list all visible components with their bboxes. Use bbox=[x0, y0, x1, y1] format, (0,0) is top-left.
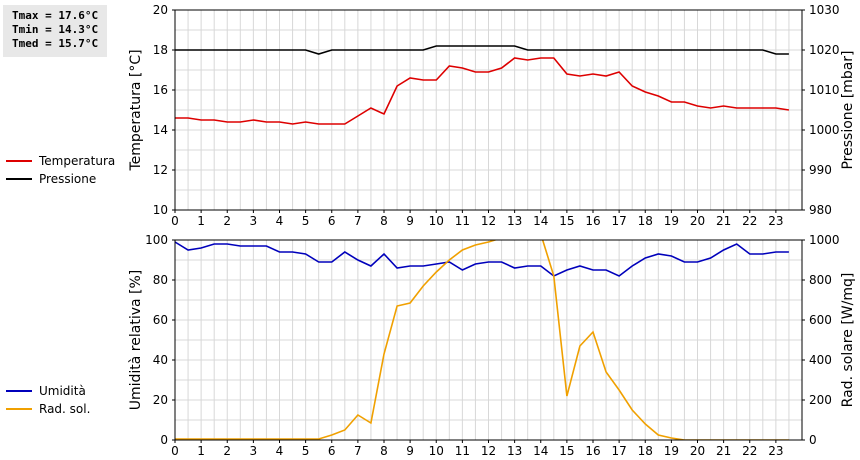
top-x-tick-label: 21 bbox=[716, 214, 731, 228]
stats-box: Tmax = 17.6°C Tmin = 14.3°C Tmed = 15.7°… bbox=[3, 5, 107, 57]
bottom-x-tick-label: 23 bbox=[768, 444, 783, 458]
top-x-tick-label: 4 bbox=[276, 214, 284, 228]
top-x-tick-label: 3 bbox=[250, 214, 258, 228]
top-x-tick-label: 19 bbox=[664, 214, 679, 228]
plot-humidity-radiation: 0 1 2 3 4 5 6 7 8 9 10 11 12 13 14 15 16 17 18 19 20 21 22 2302… bbox=[128, 233, 856, 458]
bottom-x-tick-label: 2 bbox=[223, 444, 231, 458]
top-series-pressione-line bbox=[175, 45, 789, 55]
bottom-x-tick-label: 15 bbox=[559, 444, 574, 458]
bottom-y-left-tick-label: 80 bbox=[153, 273, 168, 287]
bottom-x-tick-label: 1 bbox=[197, 444, 205, 458]
bottom-x-tick-label: 21 bbox=[716, 444, 731, 458]
top-y-left-tick-label: 16 bbox=[153, 83, 168, 97]
bottom-y-right-tick-label: 600 bbox=[809, 313, 832, 327]
top-x-tick-label: 20 bbox=[690, 214, 705, 228]
top-y-right-tick-label: 990 bbox=[809, 163, 832, 177]
bottom-x-tick-label: 4 bbox=[276, 444, 284, 458]
top-y-right-tick-label: 1000 bbox=[809, 123, 840, 137]
top-x-tick-label: 22 bbox=[742, 214, 757, 228]
legend-label-pressione: Pressione bbox=[39, 172, 96, 186]
tmed-text: Tmed = 15.7°C bbox=[12, 37, 99, 50]
bottom-x-tick-label: 19 bbox=[664, 444, 679, 458]
bottom-y-left-tick-label: 20 bbox=[153, 393, 168, 407]
bottom-x-tick-label: 22 bbox=[742, 444, 757, 458]
legend-bottom: Umidità Rad. sol. bbox=[6, 384, 90, 416]
bottom-x-tick-label: 6 bbox=[328, 444, 336, 458]
bottom-x-tick-label: 10 bbox=[429, 444, 444, 458]
bottom-x-tick-label: 17 bbox=[611, 444, 626, 458]
top-x-tick-label: 2 bbox=[223, 214, 231, 228]
top-x-tick-label: 23 bbox=[768, 214, 783, 228]
bottom-series-rad-sol-line bbox=[175, 240, 789, 440]
bottom-x-tick-label: 9 bbox=[406, 444, 414, 458]
bottom-x-tick-label: 16 bbox=[585, 444, 600, 458]
top-x-tick-label: 5 bbox=[302, 214, 310, 228]
bottom-series-umidit-line bbox=[175, 241, 789, 277]
top-y-right-title: Pressione [mbar] bbox=[840, 50, 856, 169]
top-y-right-tick-label: 1010 bbox=[809, 83, 840, 97]
top-x-tick-label: 14 bbox=[533, 214, 548, 228]
top-x-tick-label: 18 bbox=[638, 214, 653, 228]
top-x-tick-label: 1 bbox=[197, 214, 205, 228]
top-y-left-tick-label: 10 bbox=[153, 203, 168, 217]
bottom-x-tick-label: 14 bbox=[533, 444, 548, 458]
bottom-x-tick-label: 13 bbox=[507, 444, 522, 458]
top-y-left-tick-label: 12 bbox=[153, 163, 168, 177]
bottom-x-tick-label: 12 bbox=[481, 444, 496, 458]
legend-label-radsol: Rad. sol. bbox=[39, 402, 90, 416]
top-x-tick-label: 6 bbox=[328, 214, 336, 228]
bottom-y-left-title: Umidità relativa [%] bbox=[128, 270, 144, 411]
top-y-right-tick-label: 1030 bbox=[809, 3, 840, 17]
bottom-y-right-tick-label: 200 bbox=[809, 393, 832, 407]
top-x-tick-label: 8 bbox=[380, 214, 388, 228]
top-x-tick-label: 9 bbox=[406, 214, 414, 228]
legend-label-temperatura: Temperatura bbox=[38, 154, 115, 168]
bottom-x-tick-label: 7 bbox=[354, 444, 362, 458]
bottom-x-tick-label: 8 bbox=[380, 444, 388, 458]
top-y-right-tick-label: 980 bbox=[809, 203, 832, 217]
bottom-x-tick-label: 3 bbox=[250, 444, 258, 458]
top-y-left-tick-label: 14 bbox=[153, 123, 168, 137]
bottom-y-right-tick-label: 800 bbox=[809, 273, 832, 287]
bottom-y-left-tick-label: 40 bbox=[153, 353, 168, 367]
bottom-y-right-tick-label: 400 bbox=[809, 353, 832, 367]
bottom-x-tick-label: 18 bbox=[638, 444, 653, 458]
bottom-x-tick-label: 20 bbox=[690, 444, 705, 458]
top-x-tick-label: 15 bbox=[559, 214, 574, 228]
top-x-tick-label: 13 bbox=[507, 214, 522, 228]
bottom-y-left-tick-label: 100 bbox=[145, 233, 168, 247]
tmin-text: Tmin = 14.3°C bbox=[12, 23, 99, 36]
bottom-y-left-tick-label: 0 bbox=[160, 433, 168, 447]
top-series-temperatura-line bbox=[175, 57, 790, 125]
bottom-x-tick-label: 0 bbox=[171, 444, 179, 458]
top-y-left-title: Temperatura [°C] bbox=[128, 49, 144, 171]
plot-temperature-pressure: 0 1 2 3 4 5 6 7 8 9 10 11 12 13 14 15 16 17 18 19 20 21 22 2310… bbox=[128, 3, 856, 228]
legend-top: Temperatura Pressione bbox=[6, 154, 115, 186]
top-y-left-tick-label: 20 bbox=[153, 3, 168, 17]
bottom-y-left-tick-label: 60 bbox=[153, 313, 168, 327]
top-x-tick-label: 7 bbox=[354, 214, 362, 228]
top-x-tick-label: 10 bbox=[429, 214, 444, 228]
bottom-x-tick-label: 11 bbox=[455, 444, 470, 458]
top-x-tick-label: 0 bbox=[171, 214, 179, 228]
top-x-tick-label: 12 bbox=[481, 214, 496, 228]
bottom-x-tick-label: 5 bbox=[302, 444, 310, 458]
top-x-tick-label: 17 bbox=[611, 214, 626, 228]
bottom-y-right-title: Rad. solare [W/mq] bbox=[840, 273, 856, 408]
bottom-y-right-tick-label: 0 bbox=[809, 433, 817, 447]
top-x-tick-label: 11 bbox=[455, 214, 470, 228]
top-y-left-tick-label: 18 bbox=[153, 43, 168, 57]
top-y-right-tick-label: 1020 bbox=[809, 43, 840, 57]
top-x-tick-label: 16 bbox=[585, 214, 600, 228]
bottom-y-right-tick-label: 1000 bbox=[809, 233, 840, 247]
tmax-text: Tmax = 17.6°C bbox=[12, 9, 99, 22]
legend-label-umidita: Umidità bbox=[39, 384, 86, 398]
